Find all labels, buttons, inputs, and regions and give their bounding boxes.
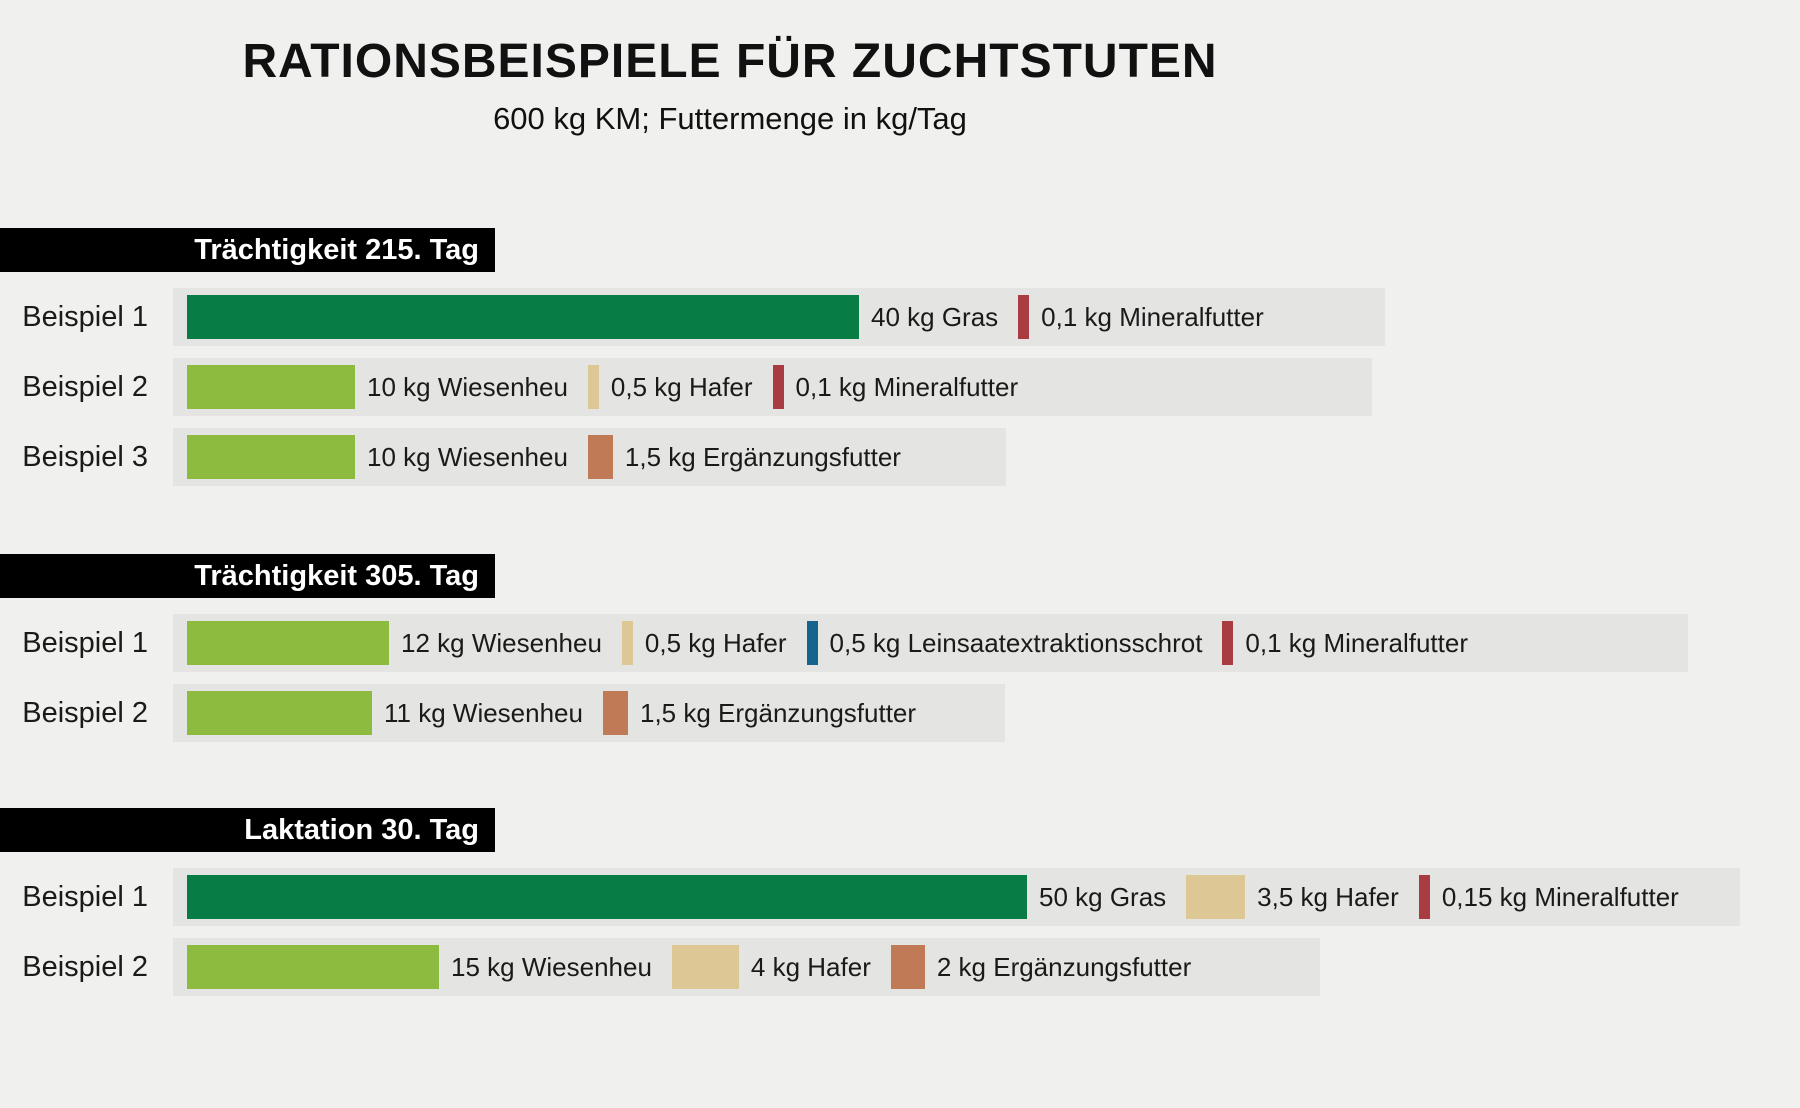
ergaenzungsfutter-bar — [602, 691, 628, 735]
section-header-2: Trächtigkeit 305. Tag — [0, 554, 495, 598]
mineralfutter-bar — [1018, 295, 1030, 339]
ergaenzungsfutter-bar — [890, 945, 925, 989]
segment-label: 0,5 kg Leinsaatextraktionsschrot — [829, 627, 1203, 658]
section-header-1: Trächtigkeit 215. Tag — [0, 228, 495, 272]
chart-row-s3-r1: Beispiel 1 50 kg Gras 3,5 kg Hafer 0,15 kg … — [0, 868, 1800, 926]
wiesenheu-bar — [187, 621, 389, 665]
mineralfutter-bar — [1418, 875, 1430, 919]
mineralfutter-bar — [772, 365, 784, 409]
segment-label: 50 kg Gras — [1039, 881, 1167, 912]
feed-segment: 10 kg Wiesenheu — [187, 365, 588, 409]
segment-label: 1,5 kg Ergänzungsfutter — [639, 697, 917, 728]
feed-segment: 0,15 kg Mineralfutter — [1418, 875, 1699, 919]
segment-label: 40 kg Gras — [871, 301, 999, 332]
bar-track: 10 kg Wiesenheu 0,5 kg Hafer 0,1 kg Minera… — [173, 358, 1372, 416]
gras-bar — [187, 295, 859, 339]
bar-track: 15 kg Wiesenheu 4 kg Hafer 2 kg Ergänzungs… — [173, 938, 1320, 996]
segment-label: 0,5 kg Hafer — [610, 371, 753, 402]
row-label: Beispiel 3 — [22, 441, 148, 473]
segment-label: 4 kg Hafer — [750, 951, 871, 982]
segment-label: 11 kg Wiesenheu — [384, 697, 583, 728]
feed-segment: 12 kg Wiesenheu — [187, 621, 622, 665]
segment-label: 12 kg Wiesenheu — [401, 627, 602, 658]
feed-segment: 0,1 kg Mineralfutter — [772, 365, 1039, 409]
feed-segment: 0,5 kg Hafer — [587, 365, 773, 409]
wiesenheu-bar — [187, 945, 439, 989]
bar-track: 40 kg Gras 0,1 kg Mineralfutter — [173, 288, 1385, 346]
feed-segment: 2 kg Ergänzungsfutter — [890, 945, 1211, 989]
chart-row-s1-r1: Beispiel 1 40 kg Gras 0,1 kg Mineralfutter — [0, 288, 1800, 346]
segment-label: 2 kg Ergänzungsfutter — [936, 951, 1192, 982]
segment-label: 3,5 kg Hafer — [1257, 881, 1399, 912]
row-label: Beispiel 1 — [22, 881, 148, 913]
segment-label: 10 kg Wiesenheu — [367, 441, 568, 472]
segment-label: 0,1 kg Mineralfutter — [795, 371, 1019, 402]
segment-label: 0,5 kg Hafer — [644, 627, 787, 658]
feed-segment: 40 kg Gras — [187, 295, 1018, 339]
row-label: Beispiel 1 — [22, 627, 148, 659]
chart-subtitle: 600 kg KM; Futtermenge in kg/Tag — [493, 101, 967, 136]
row-label: Beispiel 2 — [22, 697, 148, 729]
row-label: Beispiel 1 — [22, 301, 148, 333]
wiesenheu-bar — [187, 435, 355, 479]
feed-segment: 11 kg Wiesenheu — [187, 691, 603, 735]
wiesenheu-bar — [187, 691, 372, 735]
hafer-bar — [621, 621, 633, 665]
feed-segment: 10 kg Wiesenheu — [187, 435, 588, 479]
feed-segment: 3,5 kg Hafer — [1186, 875, 1419, 919]
bar-track: 10 kg Wiesenheu 1,5 kg Ergänzungsfutter — [173, 428, 1006, 486]
feed-segment: 15 kg Wiesenheu — [187, 945, 672, 989]
feed-segment: 0,5 kg Leinsaatextraktionsschrot — [806, 621, 1223, 665]
feed-segment: 0,1 kg Mineralfutter — [1018, 295, 1284, 339]
feed-segment: 50 kg Gras — [187, 875, 1186, 919]
hafer-bar — [1186, 875, 1246, 919]
hafer-bar — [587, 365, 599, 409]
chart-row-s2-r2: Beispiel 2 11 kg Wiesenheu 1,5 kg Ergänzun… — [0, 684, 1800, 742]
row-label: Beispiel 2 — [22, 371, 148, 403]
chart-row-s3-r2: Beispiel 2 15 kg Wiesenheu 4 kg Hafer 2 kg … — [0, 938, 1800, 996]
feed-segment: 4 kg Hafer — [671, 945, 891, 989]
wiesenheu-bar — [187, 365, 355, 409]
mineralfutter-bar — [1222, 621, 1234, 665]
segment-label: 0,1 kg Mineralfutter — [1041, 301, 1264, 332]
segment-label: 0,1 kg Mineralfutter — [1245, 627, 1468, 658]
feed-segment: 1,5 kg Ergänzungsfutter — [587, 435, 921, 479]
segment-label: 15 kg Wiesenheu — [451, 951, 652, 982]
chart-row-s1-r2: Beispiel 2 10 kg Wiesenheu 0,5 kg Hafer 0,1… — [0, 358, 1800, 416]
hafer-bar — [671, 945, 739, 989]
leinsaatextraktionsschrot-bar — [806, 621, 818, 665]
bar-track: 12 kg Wiesenheu 0,5 kg Hafer 0,5 kg Leinsa… — [173, 614, 1688, 672]
chart-row-s2-r1: Beispiel 1 12 kg Wiesenheu 0,5 kg Hafer 0,5… — [0, 614, 1800, 672]
chart-row-s1-r3: Beispiel 3 10 kg Wiesenheu 1,5 kg Ergänzun… — [0, 428, 1800, 486]
feed-segment: 0,5 kg Hafer — [621, 621, 807, 665]
chart-title: RATIONSBEISPIELE FÜR ZUCHTSTUTEN — [242, 35, 1218, 88]
feed-segment: 0,1 kg Mineralfutter — [1222, 621, 1488, 665]
gras-bar — [187, 875, 1027, 919]
segment-label: 1,5 kg Ergänzungsfutter — [624, 441, 901, 472]
feed-segment: 1,5 kg Ergänzungsfutter — [602, 691, 936, 735]
segment-label: 0,15 kg Mineralfutter — [1441, 881, 1679, 912]
section-header-3: Laktation 30. Tag — [0, 808, 495, 852]
segment-label: 10 kg Wiesenheu — [367, 371, 568, 402]
bar-track: 11 kg Wiesenheu 1,5 kg Ergänzungsfutter — [173, 684, 1005, 742]
bar-track: 50 kg Gras 3,5 kg Hafer 0,15 kg Mineralfut… — [173, 868, 1740, 926]
row-label: Beispiel 2 — [22, 951, 148, 983]
ergaenzungsfutter-bar — [587, 435, 613, 479]
